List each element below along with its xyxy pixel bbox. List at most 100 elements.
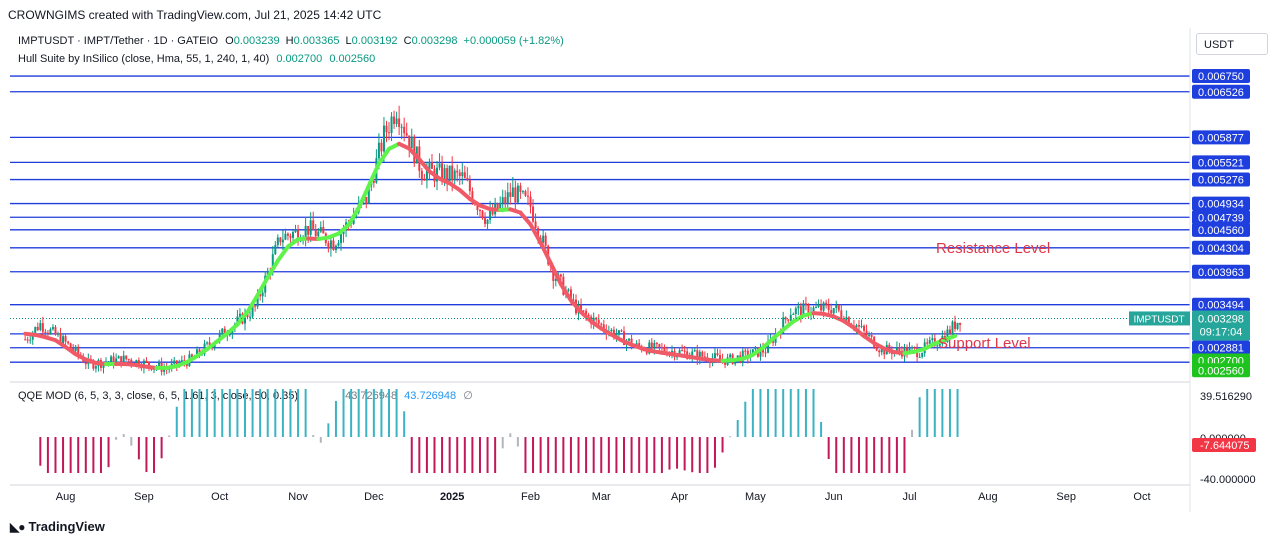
currency-selector[interactable]: USDT: [1196, 33, 1268, 55]
qqe-histogram-bar: [865, 437, 868, 473]
tradingview-footer[interactable]: ◣● TradingView: [10, 519, 105, 534]
candle-body: [635, 343, 638, 346]
candle-body: [852, 325, 855, 328]
support-annotation: Support Level: [938, 335, 1031, 352]
hull-band-segment: [730, 356, 745, 363]
qqe-histogram-bar: [676, 437, 679, 469]
candle-body: [880, 347, 883, 353]
candle-body: [147, 361, 150, 367]
candle-body: [650, 342, 653, 349]
candle-body: [314, 229, 317, 237]
qqe-legend[interactable]: QQE MOD (6, 5, 3, 3, close, 6, 5, 1.61, …: [18, 389, 473, 402]
high-value: 0.003365: [293, 35, 340, 47]
hull-band-segment: [73, 352, 88, 362]
candle-body: [289, 235, 292, 238]
candle-body: [317, 231, 320, 237]
candle-body: [281, 239, 284, 243]
candle-body: [403, 126, 406, 134]
hull-band-segment: [174, 360, 189, 369]
hull-band-segment: [245, 293, 260, 314]
candle-body: [860, 325, 863, 327]
candle-body: [231, 327, 234, 335]
candle-body: [756, 347, 759, 357]
candle-body: [845, 317, 848, 323]
candle-body: [360, 200, 363, 204]
candle-body: [820, 305, 823, 311]
candle-body: [612, 329, 615, 338]
price-level-label-box: [1192, 297, 1250, 312]
symbol-legend[interactable]: IMPTUSDT · IMPT/Tether · 1D · GATEIO O0.…: [18, 35, 564, 47]
qqe-null-symbol: ∅: [463, 390, 473, 402]
candle-body: [180, 360, 183, 364]
candle-body: [150, 366, 153, 370]
candle-body: [802, 303, 805, 317]
symbol-tag-box: [1129, 311, 1190, 326]
candle-body: [516, 185, 519, 203]
currency-label: USDT: [1204, 39, 1234, 51]
x-axis-tick-label: Mar: [592, 491, 611, 503]
qqe-histogram-bar: [554, 437, 557, 473]
candle-body: [888, 344, 891, 351]
candle-body: [615, 334, 618, 338]
qqe-histogram-bar: [62, 437, 65, 473]
candle-body: [279, 237, 282, 243]
candle-body: [132, 363, 135, 366]
candle-body: [863, 325, 866, 331]
candle-body: [832, 308, 835, 314]
candle-body: [521, 191, 524, 193]
hull-band-segment: [771, 327, 786, 341]
symbol-name[interactable]: IMPTUSDT · IMPT/Tether · 1D · GATEIO: [18, 35, 219, 47]
qqe-histogram-bar: [600, 437, 603, 473]
candle-body: [466, 177, 469, 181]
hull-band-segment: [225, 322, 240, 336]
hull-band-segment: [720, 358, 735, 363]
candle-body: [223, 328, 226, 336]
hull-legend[interactable]: Hull Suite by InSilico (close, Hma, 55, …: [18, 53, 375, 65]
price-level-label-box: [1192, 84, 1250, 99]
candle-body: [769, 339, 772, 341]
hull-band-segment: [609, 332, 624, 343]
candle-body: [264, 275, 267, 293]
candle-body: [473, 202, 476, 205]
candle-body: [309, 220, 312, 235]
candle-body: [630, 338, 633, 346]
candle-body: [208, 342, 211, 346]
price-level-label-box: [1192, 69, 1250, 84]
candle-body: [82, 357, 85, 363]
hull-band-segment: [670, 352, 685, 358]
candle-body: [448, 165, 451, 181]
qqe-histogram-bar: [706, 437, 709, 473]
candle-body: [175, 360, 178, 366]
candle-body: [107, 361, 110, 363]
qqe-histogram-bar: [880, 437, 883, 473]
candle-body: [797, 306, 800, 309]
candle-body: [79, 354, 82, 358]
hull-band-segment: [326, 231, 341, 240]
candle-body: [337, 243, 340, 246]
qqe-histogram-bar: [168, 435, 171, 437]
candle-body: [458, 172, 461, 177]
candle-body: [183, 360, 186, 363]
candle-body: [938, 343, 941, 346]
qqe-histogram-bar: [456, 437, 459, 473]
close-value: 0.003298: [411, 35, 458, 47]
qqe-name[interactable]: QQE MOD (6, 5, 3, 3, close, 6, 5, 1.61, …: [18, 390, 299, 402]
qqe-histogram-bar: [918, 397, 921, 437]
candle-body: [868, 335, 871, 337]
candle-body: [254, 305, 257, 307]
candle-body: [377, 142, 380, 159]
x-axis-tick-label: May: [745, 491, 766, 503]
qqe-histogram-bar: [334, 400, 337, 437]
qqe-histogram-bar: [403, 411, 406, 437]
symbol-tag-label: IMPTUSDT: [1133, 314, 1184, 325]
candle-body: [640, 346, 643, 351]
candle-body: [787, 319, 790, 321]
candle-body: [580, 305, 583, 311]
price-level-label: 0.005877: [1198, 132, 1244, 144]
candle-body: [291, 232, 294, 238]
hull-name[interactable]: Hull Suite by InSilico (close, Hma, 55, …: [18, 53, 270, 65]
resistance-annotation: Resistance Level: [936, 240, 1050, 257]
qqe-value-1: 43.726948: [345, 390, 398, 402]
candle-body: [671, 350, 674, 353]
